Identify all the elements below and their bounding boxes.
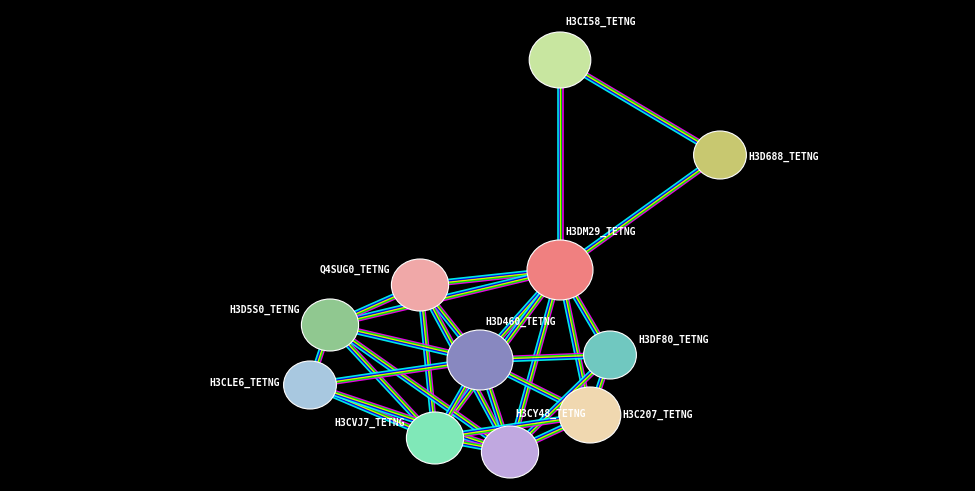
Text: H3CVJ7_TETNG: H3CVJ7_TETNG <box>334 418 405 428</box>
Ellipse shape <box>284 361 336 409</box>
Ellipse shape <box>301 299 359 351</box>
Text: H3D5S0_TETNG: H3D5S0_TETNG <box>229 305 300 315</box>
Ellipse shape <box>527 240 593 300</box>
Text: H3DM29_TETNG: H3DM29_TETNG <box>565 227 636 237</box>
Ellipse shape <box>560 387 621 443</box>
Text: H3CI58_TETNG: H3CI58_TETNG <box>565 17 636 27</box>
Ellipse shape <box>391 259 448 311</box>
Text: H3CY48_TETNG: H3CY48_TETNG <box>515 409 586 419</box>
Ellipse shape <box>447 330 513 390</box>
Text: Q4SUG0_TETNG: Q4SUG0_TETNG <box>320 265 390 275</box>
Ellipse shape <box>693 131 747 179</box>
Text: H3DF80_TETNG: H3DF80_TETNG <box>638 335 709 345</box>
Ellipse shape <box>482 426 538 478</box>
Ellipse shape <box>407 412 463 464</box>
Ellipse shape <box>529 32 591 88</box>
Text: H3D460_TETNG: H3D460_TETNG <box>485 317 556 327</box>
Text: H3CLE6_TETNG: H3CLE6_TETNG <box>210 378 280 388</box>
Text: H3C207_TETNG: H3C207_TETNG <box>622 410 692 420</box>
Ellipse shape <box>584 331 637 379</box>
Text: H3D688_TETNG: H3D688_TETNG <box>748 152 818 162</box>
